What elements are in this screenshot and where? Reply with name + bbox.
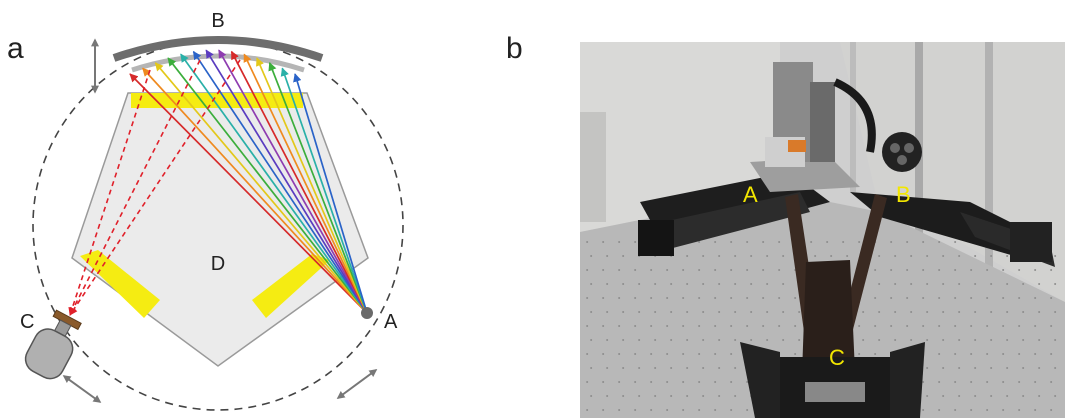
label-b: B (211, 10, 224, 32)
photo-label-b: B (896, 182, 911, 207)
dashed-ray-line (68, 69, 151, 316)
panel-letter-b: b (506, 32, 523, 65)
ray-line (180, 53, 368, 314)
ray-line (167, 57, 368, 314)
ray-line (205, 49, 368, 314)
schematic-diagram: B A C D (20, 10, 404, 411)
label-d: D (211, 253, 225, 275)
photo-label-c: C (829, 345, 845, 370)
apparatus-photo: A B C (580, 42, 1065, 418)
top-window (131, 93, 303, 108)
ray-line (243, 53, 368, 314)
ray-line (218, 49, 368, 314)
dashed-ray-line (69, 59, 241, 316)
ray-line (293, 73, 368, 314)
ray-line (268, 62, 368, 314)
label-a: A (384, 311, 398, 333)
curved-crystal (112, 36, 324, 62)
source-point-icon (361, 307, 373, 319)
ray-line (230, 50, 368, 314)
double-arrow-icon (62, 375, 102, 403)
panel-letter-a: a (7, 32, 24, 65)
ray-fan (129, 49, 368, 314)
left-window (80, 250, 160, 318)
ray-line (142, 67, 368, 314)
diffracted-rays (68, 59, 241, 316)
label-c: C (20, 311, 34, 333)
detector-icon (24, 309, 82, 380)
ray-line (280, 67, 368, 314)
right-window (252, 254, 330, 318)
photo-label-a: A (743, 182, 758, 207)
ray-line (154, 62, 368, 314)
dashed-ray-line (69, 59, 201, 316)
double-arrow-icon (336, 369, 378, 399)
ray-line (192, 50, 368, 314)
ray-line (256, 57, 368, 314)
crystal-surface (131, 53, 305, 73)
ray-line (129, 73, 368, 314)
